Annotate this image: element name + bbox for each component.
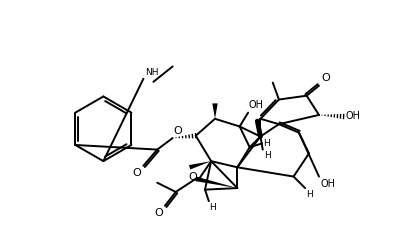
Polygon shape: [195, 177, 237, 188]
Text: H: H: [264, 139, 270, 148]
Text: OH: OH: [320, 179, 336, 189]
Text: H: H: [306, 190, 313, 199]
Polygon shape: [212, 103, 218, 119]
Text: OH: OH: [249, 100, 264, 110]
Text: O: O: [321, 73, 330, 83]
Text: NH: NH: [145, 68, 158, 77]
Text: O: O: [132, 168, 141, 178]
Text: O: O: [188, 172, 197, 181]
Text: O: O: [174, 126, 182, 136]
Text: H: H: [210, 203, 216, 212]
Text: H: H: [264, 151, 271, 160]
Text: O: O: [154, 208, 163, 218]
Polygon shape: [189, 161, 211, 170]
Text: OH: OH: [345, 111, 360, 121]
